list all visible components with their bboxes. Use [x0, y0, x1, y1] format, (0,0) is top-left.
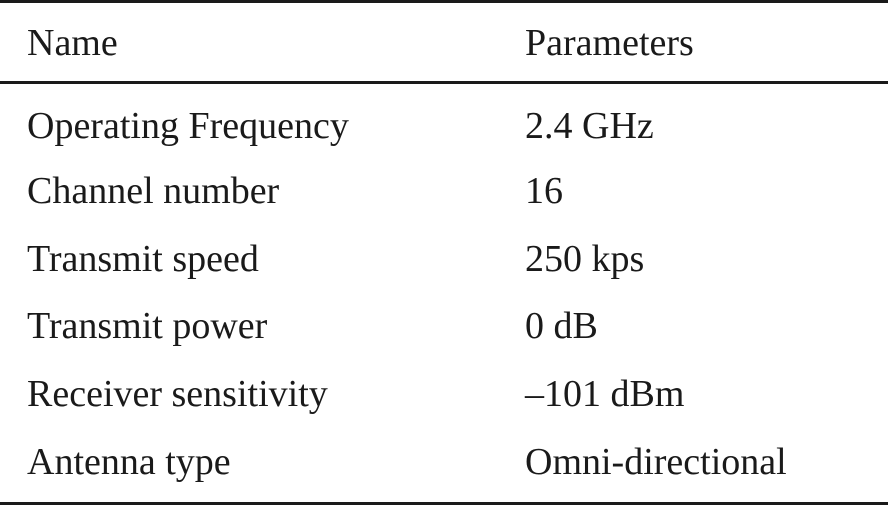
table-header-row: Name Parameters [0, 11, 888, 75]
row-name: Channel number [27, 170, 280, 212]
row-parameter: 250 kps [525, 238, 645, 280]
row-parameter: 0 dB [525, 305, 598, 347]
table-row: Transmit power 0 dB [0, 294, 888, 358]
row-parameter: –101 dBm [525, 373, 685, 415]
row-name: Receiver sensitivity [27, 373, 328, 415]
header-parameters: Parameters [525, 22, 694, 64]
row-name: Operating Frequency [27, 105, 349, 147]
table-row: Operating Frequency 2.4 GHz [0, 94, 888, 158]
row-parameter: 2.4 GHz [525, 105, 654, 147]
row-name: Transmit speed [27, 238, 259, 280]
table-row: Antenna type Omni-directional [0, 430, 888, 494]
row-parameter: Omni-directional [525, 441, 787, 483]
header-rule [0, 81, 888, 84]
top-rule [0, 0, 888, 3]
row-name: Antenna type [27, 441, 231, 483]
bottom-rule [0, 502, 888, 505]
row-name: Transmit power [27, 305, 268, 347]
table-row: Channel number 16 [0, 159, 888, 223]
row-parameter: 16 [525, 170, 563, 212]
header-name: Name [27, 22, 118, 64]
table-row: Receiver sensitivity –101 dBm [0, 362, 888, 426]
table-row: Transmit speed 250 kps [0, 227, 888, 291]
